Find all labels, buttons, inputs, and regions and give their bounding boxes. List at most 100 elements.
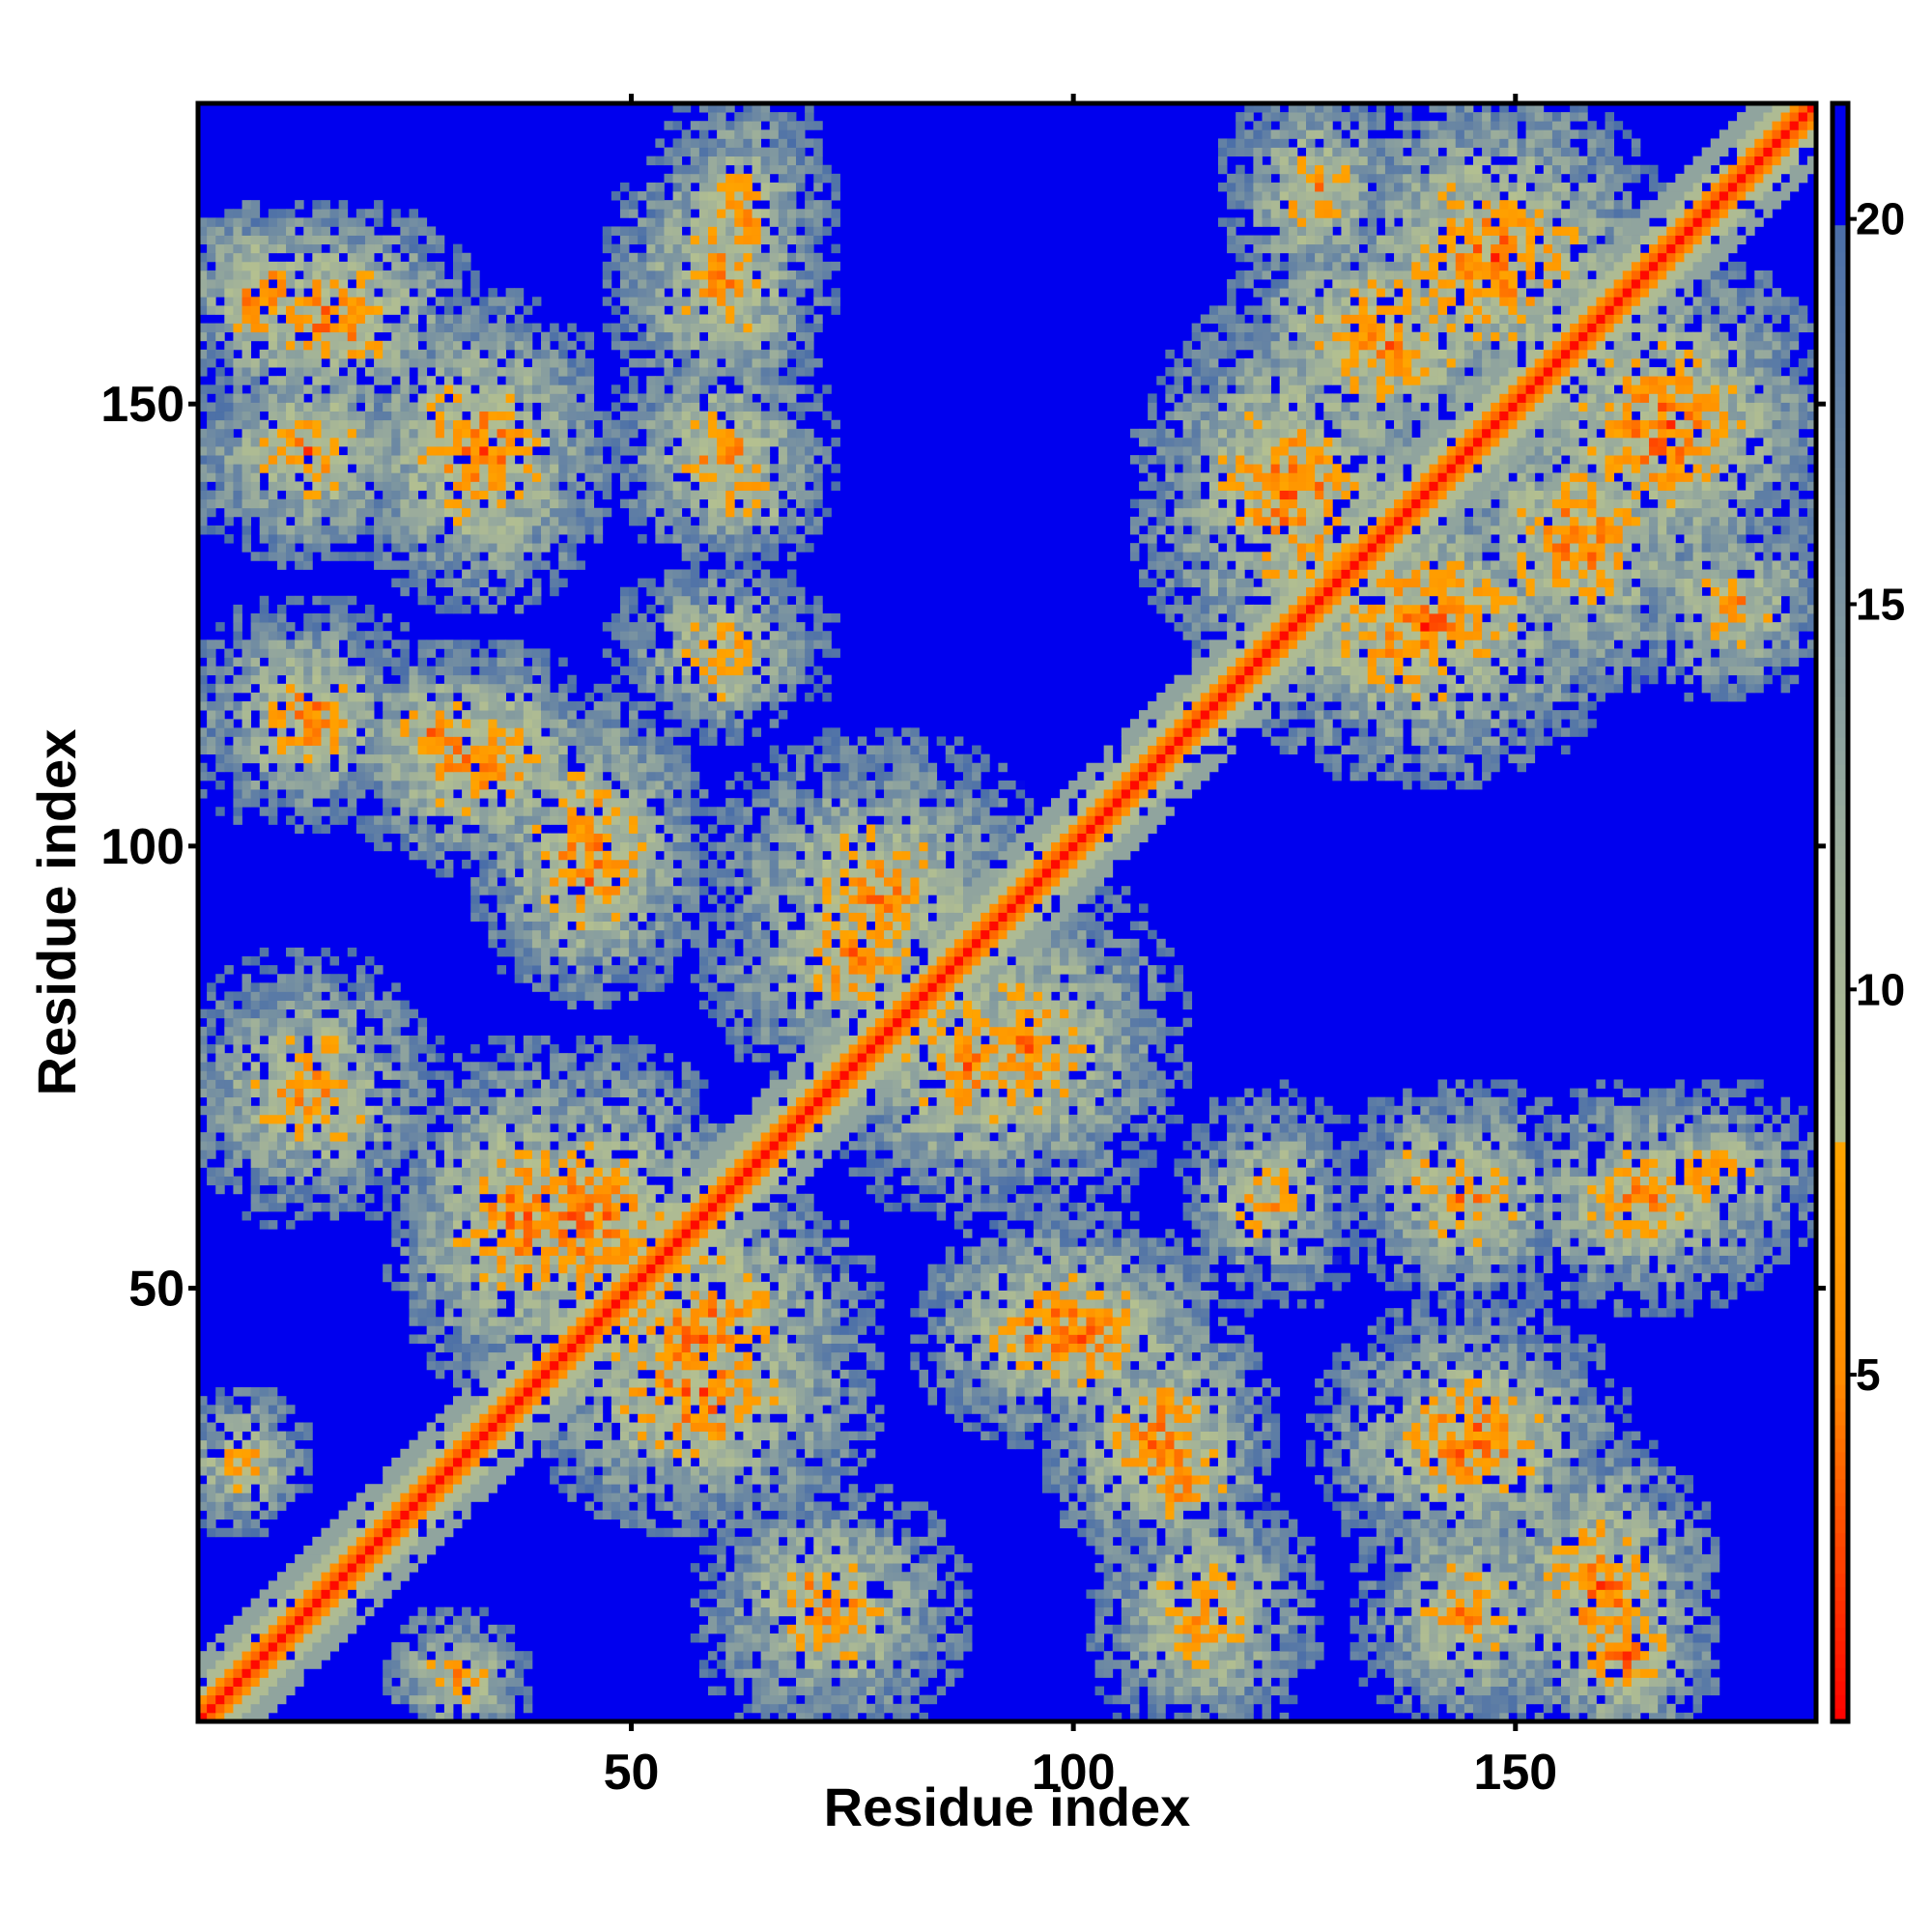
heatmap-cell <box>1534 1712 1545 1722</box>
heatmap-cell <box>945 1290 955 1300</box>
heatmap-cell <box>602 1510 612 1520</box>
heatmap-cell <box>1227 1554 1236 1564</box>
heatmap-cell <box>233 1457 242 1467</box>
heatmap-cell <box>1033 1405 1043 1414</box>
heatmap-cell <box>1463 1351 1474 1362</box>
heatmap-cell <box>1437 1580 1448 1590</box>
heatmap-cell <box>1060 1466 1069 1476</box>
heatmap-cell <box>523 1413 533 1423</box>
heatmap-cell <box>452 1694 463 1705</box>
heatmap-cell <box>1129 1387 1140 1397</box>
heatmap-cell <box>1121 1378 1131 1388</box>
heatmap-cell <box>1649 1308 1659 1318</box>
heatmap-cell <box>1094 1317 1105 1326</box>
heatmap-cell <box>1525 1536 1536 1547</box>
heatmap-cell <box>1543 1343 1553 1353</box>
heatmap-cell <box>488 1677 497 1687</box>
heatmap-cell <box>1103 1369 1114 1379</box>
heatmap-cell <box>1051 1475 1061 1485</box>
heatmap-cell <box>347 1527 366 1538</box>
heatmap-cell <box>1463 1299 1474 1309</box>
heatmap-cell <box>822 1439 832 1450</box>
heatmap-cell <box>1112 1405 1122 1414</box>
heatmap-cell <box>259 1422 270 1432</box>
heatmap-cell <box>822 1536 832 1547</box>
heatmap-cell <box>919 1589 928 1599</box>
heatmap-cell <box>717 1325 726 1335</box>
heatmap-cell <box>1358 1405 1369 1414</box>
heatmap-cell <box>857 1598 867 1608</box>
heatmap-cell <box>1578 1703 1588 1714</box>
heatmap-cell <box>207 1457 216 1467</box>
heatmap-cell <box>831 1668 840 1678</box>
heatmap-cell <box>796 1439 806 1450</box>
heatmap-cell <box>796 1475 806 1485</box>
heatmap-cell <box>1358 1378 1369 1388</box>
heatmap-cell <box>848 1536 859 1547</box>
heatmap-cell <box>857 1615 867 1626</box>
heatmap-cell <box>1060 1431 1069 1441</box>
heatmap-cell <box>629 1360 639 1371</box>
heatmap-cell <box>813 1686 823 1696</box>
heatmap-cell <box>1437 1589 1448 1599</box>
heatmap-cell <box>1094 1475 1105 1485</box>
heatmap-cell <box>531 1334 542 1344</box>
heatmap-cell <box>1605 1527 1615 1538</box>
heatmap-cell <box>848 1369 859 1379</box>
heatmap-cell <box>1666 1501 1676 1511</box>
heatmap-cell <box>953 1615 964 1626</box>
heatmap-cell <box>1165 1484 1175 1493</box>
heatmap-cell <box>1472 1457 1483 1467</box>
heatmap-cell <box>1156 1642 1166 1652</box>
heatmap-cell <box>1200 1589 1219 1599</box>
heatmap-cell <box>470 1668 480 1678</box>
heatmap-cell <box>1622 1668 1633 1678</box>
heatmap-cell <box>1446 1624 1457 1634</box>
heatmap-cell <box>452 1317 463 1326</box>
heatmap-cell <box>1024 1387 1035 1397</box>
heatmap-cell <box>945 1325 955 1335</box>
heatmap-cell <box>1570 1448 1579 1459</box>
heatmap-cell <box>989 1325 999 1335</box>
heatmap-cell <box>786 1290 797 1300</box>
heatmap-cell <box>505 1387 516 1397</box>
heatmap-cell <box>786 1660 797 1669</box>
heatmap-cell <box>1658 1466 1667 1476</box>
heatmap-cell <box>1384 1580 1395 1590</box>
heatmap-cell <box>1684 1563 1693 1573</box>
heatmap-cell <box>1051 1396 1061 1406</box>
heatmap-cell <box>884 1501 894 1511</box>
heatmap-cell <box>215 1660 234 1669</box>
heatmap-cell <box>831 1360 840 1371</box>
heatmap-cell <box>1482 1422 1492 1432</box>
heatmap-cell <box>1094 1299 1105 1309</box>
heatmap-cell <box>452 1290 463 1300</box>
heatmap-cell <box>1596 1712 1605 1722</box>
heatmap-cell <box>1323 1413 1333 1423</box>
heatmap-cell <box>1534 1413 1545 1423</box>
heatmap-cell <box>936 1317 947 1326</box>
heatmap-cell <box>927 1660 938 1669</box>
heatmap-cell <box>435 1660 445 1669</box>
heatmap-cell <box>962 1308 973 1318</box>
heatmap-cell <box>1323 1448 1333 1459</box>
heatmap-cell <box>1174 1396 1183 1406</box>
heatmap-cell <box>1288 1624 1298 1634</box>
heatmap-cell <box>531 1422 559 1432</box>
heatmap-cell <box>541 1290 551 1300</box>
heatmap-cell <box>1051 1281 1061 1292</box>
heatmap-cell <box>707 1360 718 1371</box>
heatmap-cell <box>1631 1466 1641 1476</box>
heatmap-cell <box>295 1633 304 1643</box>
heatmap-cell <box>426 1510 445 1520</box>
heatmap-cell <box>452 1299 463 1309</box>
heatmap-cell <box>884 1484 894 1493</box>
heatmap-cell <box>1525 1334 1536 1344</box>
heatmap-cell <box>953 1589 964 1599</box>
heatmap-cell <box>1437 1413 1448 1423</box>
heatmap-cell <box>1578 1378 1588 1388</box>
heatmap-cell <box>1403 1492 1412 1502</box>
heatmap-cell <box>409 1527 418 1538</box>
heatmap-cell <box>1639 1501 1650 1511</box>
heatmap-cell <box>470 1448 480 1459</box>
